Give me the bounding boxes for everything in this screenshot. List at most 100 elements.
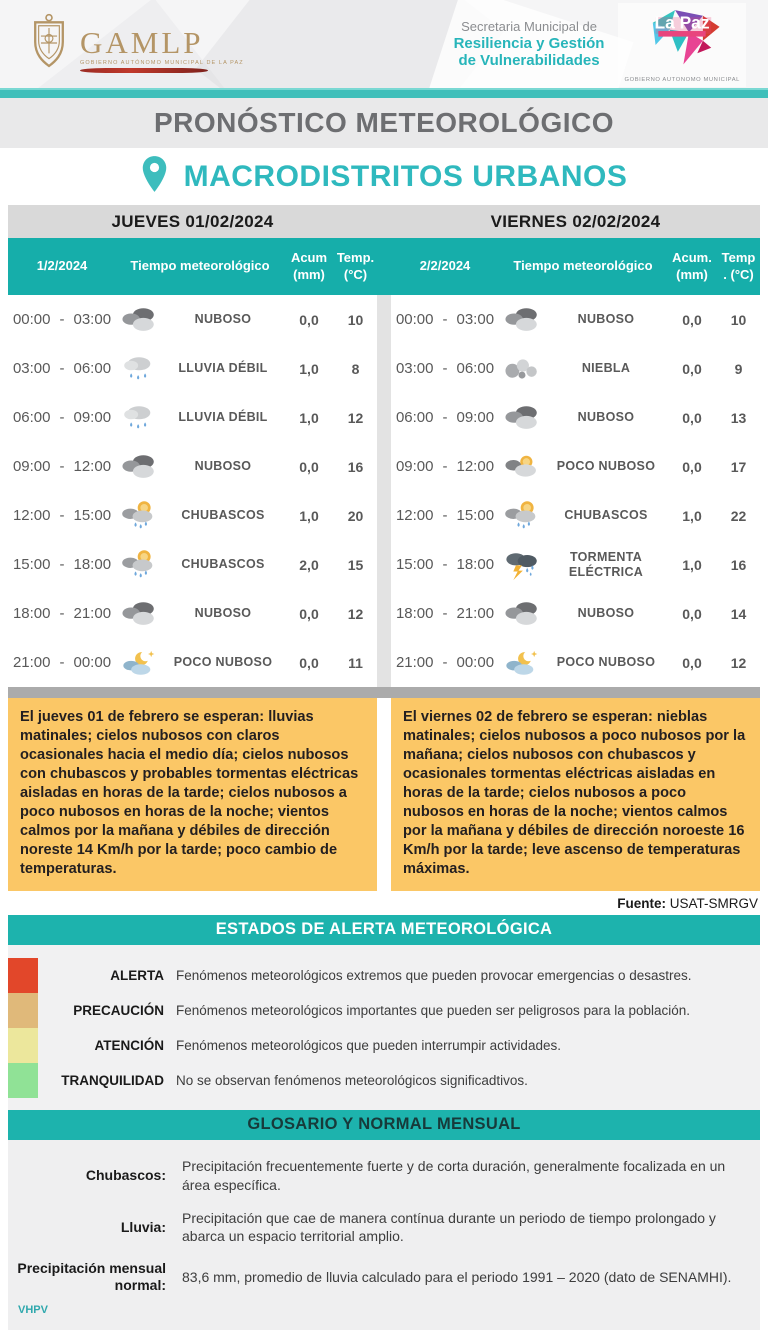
forecast-row: 03:00-06:00 LLUVIA DÉBIL 1,0 8 (8, 344, 377, 393)
summary-thursday: El jueves 01 de febrero se esperan: lluv… (8, 698, 377, 891)
condition-label: LLUVIA DÉBIL (178, 361, 268, 375)
summaries-section: El jueves 01 de febrero se esperan: lluv… (0, 698, 768, 891)
day-header-thursday: JUEVES 01/02/2024 (111, 211, 274, 231)
gamlp-subtext: GOBIERNO AUTÓNOMO MUNICIPAL DE LA PAZ (80, 59, 244, 66)
rain-icon (116, 354, 162, 384)
gamlp-crest-icon (26, 13, 72, 78)
alert-description: No se observan fenómenos meteorológicos … (176, 1072, 528, 1088)
forecast-row: 00:00-03:00 NUBOSO 0,0 10 (391, 295, 760, 344)
alert-label: PRECAUCIÓN (73, 1002, 164, 1018)
moon-cloud-icon (116, 648, 162, 678)
alert-description: Fenómenos meteorológicos extremos que pu… (176, 967, 692, 983)
condition-label: NUBOSO (194, 312, 252, 326)
storm-icon (499, 548, 545, 581)
col-date: 2/2/2024 (419, 258, 471, 274)
alert-label: TRANQUILIDAD (61, 1072, 164, 1088)
temp-value: 17 (730, 458, 747, 475)
forecast-row: 09:00-12:00 POCO NUBOSO 0,0 17 (391, 442, 760, 491)
forecast-row: 06:00-09:00 NUBOSO 0,0 13 (391, 393, 760, 442)
forecast-row: 00:00-03:00 NUBOSO 0,0 10 (8, 295, 377, 344)
page-header: GAMLP GOBIERNO AUTÓNOMO MUNICIPAL DE LA … (0, 0, 768, 88)
temp-value: 9 (734, 360, 743, 377)
forecast-section: JUEVES 01/02/2024 VIERNES 02/02/2024 1/2… (0, 205, 768, 687)
secretariat-line1: Secretaria Municipal de (461, 19, 597, 35)
glossary-term: Precipitación mensual normal: (17, 1260, 166, 1294)
lapaz-subtext: GOBIERNO AUTONOMO MUNICIPAL (624, 77, 740, 83)
glossary-definition: Precipitación frecuentemente fuerte y de… (182, 1157, 726, 1193)
temp-value: 16 (347, 458, 364, 475)
clouds-icon (116, 452, 162, 482)
acum-value: 1,0 (299, 507, 319, 524)
condition-label: CHUBASCOS (181, 508, 265, 522)
svg-text:La Paz: La Paz (655, 12, 710, 32)
teal-divider-bar (0, 88, 768, 98)
col-weather: Tiempo meteorológico (130, 258, 270, 274)
forecast-row: 09:00-12:00 NUBOSO 0,0 16 (8, 442, 377, 491)
condition-label: NUBOSO (577, 312, 635, 326)
forecast-row: 18:00-21:00 NUBOSO 0,0 14 (391, 589, 760, 638)
condition-label: POCO NUBOSO (556, 459, 656, 473)
alert-row-tranquilidad: TRANQUILIDAD No se observan fenómenos me… (8, 1062, 760, 1098)
fog-icon (499, 354, 545, 384)
gamlp-wordmark: GAMLP (80, 24, 204, 60)
time-range: 12:00-15:00 (395, 507, 495, 524)
glossary-definition: Precipitación que cae de manera contínua… (182, 1209, 716, 1245)
acum-value: 0,0 (682, 654, 702, 671)
glossary-term: Chubascos: (85, 1167, 166, 1184)
acum-value: 1,0 (682, 556, 702, 573)
condition-label: NUBOSO (577, 606, 635, 620)
forecast-row: 12:00-15:00 CHUBASCOS 1,0 22 (391, 491, 760, 540)
time-range: 15:00-18:00 (395, 556, 495, 573)
col-date: 1/2/2024 (36, 258, 88, 274)
clouds-icon (499, 305, 545, 335)
acum-value: 1,0 (682, 507, 702, 524)
condition-label: CHUBASCOS (564, 508, 648, 522)
clouds-icon (116, 599, 162, 629)
day-header-band: JUEVES 01/02/2024 VIERNES 02/02/2024 (8, 205, 760, 238)
temp-value: 12 (347, 605, 364, 622)
location-pin-icon (141, 155, 168, 198)
glossary-term: Lluvia: (120, 1218, 166, 1235)
gamlp-logo: GAMLP GOBIERNO AUTÓNOMO MUNICIPAL DE LA … (26, 13, 244, 78)
col-weather: Tiempo meteorológico (513, 258, 653, 274)
column-header-band: 1/2/2024 Tiempo meteorológico Acum (mm) … (8, 238, 760, 295)
temp-value: 10 (730, 311, 747, 328)
temp-value: 15 (347, 556, 364, 573)
time-range: 03:00-06:00 (395, 360, 495, 377)
alert-color-swatch (8, 992, 38, 1028)
rain-icon (116, 403, 162, 433)
temp-value: 8 (351, 360, 360, 377)
alerts-section: ALERTA Fenómenos meteorológicos extremos… (8, 944, 760, 1110)
secretariat-line2: Resiliencia y Gestión (453, 35, 605, 53)
alert-description: Fenómenos meteorológicos que pueden inte… (176, 1037, 561, 1053)
forecast-row: 06:00-09:00 LLUVIA DÉBIL 1,0 12 (8, 393, 377, 442)
temp-value: 10 (347, 311, 364, 328)
divider (377, 698, 391, 891)
author-initials: VHPV (18, 1303, 48, 1316)
alerts-title: ESTADOS DE ALERTA METEOROLÓGICA (215, 920, 553, 939)
glossary-row-chubascos: Chubascos: Precipitación frecuentemente … (8, 1150, 760, 1202)
alert-row-precaucion: PRECAUCIÓN Fenómenos meteorológicos impo… (8, 992, 760, 1028)
time-range: 15:00-18:00 (12, 556, 112, 573)
forecast-row: 12:00-15:00 CHUBASCOS 1,0 20 (8, 491, 377, 540)
temp-value: 11 (348, 654, 363, 671)
temp-value: 16 (730, 556, 747, 573)
temp-value: 12 (347, 409, 364, 426)
source-line: Fuente: USAT-SMRGV (0, 891, 768, 915)
forecast-row: 15:00-18:00 CHUBASCOS 2,0 15 (8, 540, 377, 589)
column-headers-thursday: 1/2/2024 Tiempo meteorológico Acum (mm) … (8, 238, 377, 295)
forecast-rows-thursday: 00:00-03:00 NUBOSO 0,0 10 03:00-06:00 LLUVI… (8, 295, 377, 687)
temp-value: 22 (730, 507, 747, 524)
glossary-row-lluvia: Lluvia: Precipitación que cae de manera … (8, 1202, 760, 1254)
condition-label: POCO NUBOSO (556, 655, 656, 669)
condition-label: CHUBASCOS (181, 557, 265, 571)
acum-value: 1,0 (299, 360, 319, 377)
alert-row-atencion: ATENCIÓN Fenómenos meteorológicos que pu… (8, 1027, 760, 1063)
acum-value: 2,0 (299, 556, 319, 573)
forecast-row: 21:00-00:00 POCO NUBOSO 0,0 12 (391, 638, 760, 687)
summary-friday: El viernes 02 de febrero se esperan: nie… (391, 698, 760, 891)
alert-label: ALERTA (110, 967, 164, 983)
time-range: 09:00-12:00 (395, 458, 495, 475)
lapaz-logo: La Paz GOBIERNO AUTONOMO MUNICIPAL (618, 3, 746, 87)
gamlp-ribbon (80, 67, 208, 73)
